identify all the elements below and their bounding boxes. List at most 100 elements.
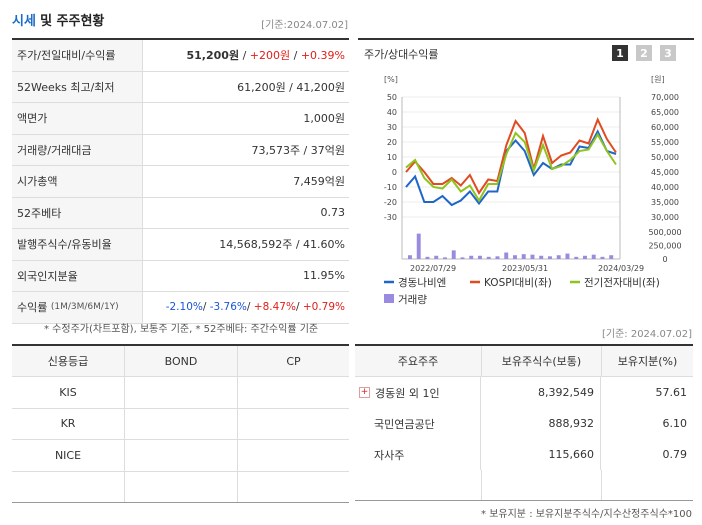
legend-label: 거래량 — [398, 294, 427, 306]
summary-row: 52주베타 0.73 — [12, 197, 349, 229]
credit-agency: NICE — [12, 440, 125, 471]
summary-label: 52Weeks 최고/최저 — [12, 71, 143, 102]
period-button-2[interactable]: 2 — [636, 45, 652, 61]
left-tick-label: -10 — [384, 183, 397, 192]
volume-bar — [425, 256, 430, 259]
price-summary-table: 주가/전일대비/수익률 51,200원 / +200원 / +0.39% 52W… — [12, 38, 349, 324]
left-tick-label: 30 — [387, 123, 397, 132]
x-tick-label: 2023/05/31 — [502, 264, 548, 273]
credit-agency — [12, 471, 125, 502]
summary-label: 52주베타 — [12, 197, 143, 228]
holder-name-cell: 자사주 — [355, 439, 481, 470]
summary-row: 52Weeks 최고/최저 61,200원 / 41,200원 — [12, 71, 349, 103]
holder-name: 자사주 — [374, 448, 405, 462]
returns-value: -2.10% / -3.76% / +8.47% / +0.79% — [143, 292, 349, 323]
return-3m: -3.76% — [209, 301, 247, 314]
summary-label: 발행주식수/유동비율 — [12, 229, 143, 260]
holder-shares — [482, 470, 602, 500]
x-tick-label: 2022/07/29 — [410, 264, 456, 273]
holder-pct: 6.10 — [662, 417, 688, 430]
holders-date-note: [기준: 2024.07.02] — [601, 329, 692, 340]
return-6m: +8.47% — [253, 301, 296, 314]
summary-value: 7,459억원 — [293, 175, 345, 189]
return-1y: +0.79% — [302, 301, 345, 314]
summary-value: 73,573주 / 37억원 — [251, 143, 345, 157]
current-price: 51,200원 — [186, 49, 240, 63]
x-tick-label: 2024/03/29 — [598, 264, 644, 273]
legend-label: 경동나비엔 — [398, 276, 446, 289]
summary-row: 시가총액 7,459억원 — [12, 166, 349, 198]
left-axis-unit: [%] — [384, 75, 398, 84]
period-button-1[interactable]: 1 — [612, 45, 628, 61]
holders-header: 주요주주 — [355, 346, 482, 376]
holder-name-cell: + 경동원 외 1인 — [355, 377, 481, 408]
summary-row: 거래량/거래대금 73,573주 / 37억원 — [12, 134, 349, 166]
credit-agency: KIS — [12, 377, 125, 408]
volume-bar — [574, 256, 579, 259]
right-tick-label: 65,000 — [651, 108, 679, 117]
left-tick-label: -20 — [384, 198, 397, 207]
volume-bar — [416, 233, 421, 259]
volume-tick-label: 250,000 — [648, 242, 681, 251]
summary-value: 11.95% — [303, 269, 345, 283]
volume-bar — [478, 255, 482, 259]
series-line — [405, 131, 617, 203]
returns-row: 수익률 (1M/3M/6M/1Y) -2.10% / -3.76% / +8.4… — [12, 292, 349, 324]
summary-value: 14,568,592주 / 41.60% — [219, 238, 345, 252]
volume-bar — [539, 255, 544, 259]
price-change: +200원 — [249, 49, 291, 63]
credit-bond — [125, 471, 238, 502]
volume-bar — [583, 255, 587, 259]
holder-shares: 115,660 — [481, 439, 601, 470]
expand-plus-icon[interactable]: + — [359, 387, 370, 398]
left-tick-label: 40 — [387, 108, 397, 117]
price-row: 주가/전일대비/수익률 51,200원 / +200원 / +0.39% — [12, 40, 349, 72]
price-row-label: 주가/전일대비/수익률 — [12, 40, 143, 71]
summary-value: 0.73 — [320, 206, 346, 220]
holder-name: 국민연금공단 — [374, 417, 435, 431]
price-change-pct: +0.39% — [300, 48, 345, 62]
right-tick-label: 60,000 — [651, 123, 679, 132]
separator: / — [246, 301, 254, 314]
right-tick-label: 70,000 — [651, 93, 679, 102]
major-shareholders-table: 주요주주 보유주식수(보통) 보유지분(%) + 경동원 외 1인 8,392,… — [355, 344, 693, 501]
holder-name: 경동원 외 1인 — [375, 386, 440, 400]
credit-header-row: 신용등급 BOND CP — [12, 346, 349, 377]
summary-row: 발행주식수/유동비율 14,568,592주 / 41.60% — [12, 229, 349, 261]
separator: / — [295, 301, 303, 314]
legend-volume-swatch — [384, 294, 394, 303]
volume-bar — [460, 257, 465, 259]
volume-bar — [469, 255, 474, 259]
credit-cp — [238, 472, 349, 503]
relative-return-chart: [%] [원] 50 40 30 20 10 0 -10 -20 -30 70,000 65,000 60… — [384, 75, 682, 306]
right-tick-label: 40,000 — [651, 183, 679, 192]
legend-label: KOSPI대비(좌) — [484, 277, 552, 289]
summary-label: 액면가 — [12, 103, 143, 134]
base-date-note: [기준:2024.07.02] — [261, 20, 348, 31]
summary-value: 61,200원 / 41,200원 — [237, 80, 345, 94]
holder-row: 자사주 115,660 0.79 — [355, 439, 693, 470]
left-tick-label: -30 — [384, 213, 397, 222]
period-button-3[interactable]: 3 — [660, 45, 676, 61]
volume-tick-label: 0 — [662, 255, 667, 264]
volume-bar — [513, 255, 517, 259]
volume-bar — [504, 252, 509, 259]
volume-bar — [600, 256, 605, 259]
credit-row — [12, 471, 349, 503]
right-axis-unit: [원] — [651, 75, 665, 84]
volume-bar — [495, 256, 500, 259]
volume-bar — [556, 255, 561, 259]
credit-row: NICE — [12, 440, 349, 472]
holder-shares: 888,932 — [481, 408, 601, 439]
right-tick-label: 50,000 — [651, 153, 679, 162]
credit-header: 신용등급 — [12, 346, 125, 376]
summary-label: 시가총액 — [12, 166, 143, 197]
separator: / — [202, 301, 210, 314]
holders-header: 보유주식수(보통) — [482, 346, 602, 376]
volume-bar — [443, 257, 447, 259]
summary-label: 거래량/거래대금 — [12, 134, 143, 165]
separator: / — [290, 48, 301, 62]
volume-bar — [591, 254, 596, 259]
chart-title: 주가/상대수익률 — [364, 48, 439, 61]
left-tick-label: 50 — [387, 93, 397, 102]
